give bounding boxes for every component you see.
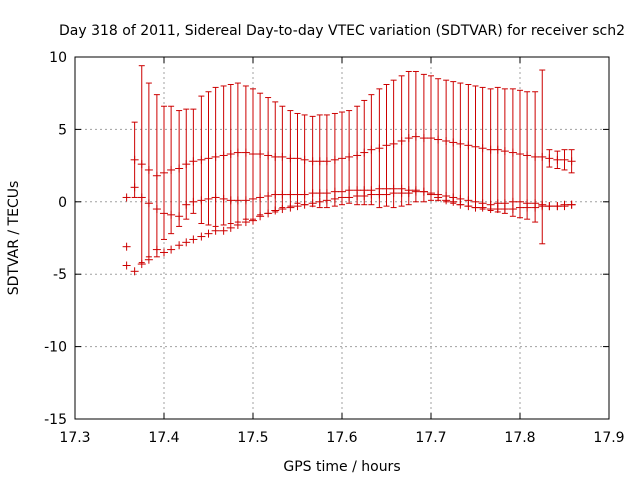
series-lower (122, 187, 576, 276)
x-tick-label: 17.8 (504, 430, 535, 446)
series-upper (122, 65, 576, 264)
chart-title: Day 318 of 2011, Sidereal Day-to-day VTE… (59, 23, 625, 39)
axis-ticks: 17.3 17.4 17.5 17.6 17.7 17.8 17.9 -15 -10 -5 0 5 10 (44, 50, 624, 446)
y-tick-label: 0 (58, 195, 67, 211)
x-axis-label: GPS time / hours (283, 459, 400, 475)
x-tick-label: 17.6 (326, 430, 357, 446)
y-tick-label: 10 (49, 50, 67, 66)
data-series (122, 65, 576, 276)
series-middle (122, 183, 576, 270)
x-tick-label: 17.3 (59, 430, 90, 446)
y-tick-label: -5 (53, 267, 67, 283)
x-tick-label: 17.4 (148, 430, 179, 446)
grid-lines (75, 57, 609, 419)
y-tick-label: -15 (44, 412, 67, 428)
y-tick-label: 5 (58, 122, 67, 138)
x-tick-label: 17.9 (593, 430, 624, 446)
x-tick-label: 17.7 (415, 430, 446, 446)
y-axis-label: SDTVAR / TECUs (6, 181, 22, 296)
y-tick-label: -10 (44, 340, 67, 356)
x-tick-label: 17.5 (237, 430, 268, 446)
